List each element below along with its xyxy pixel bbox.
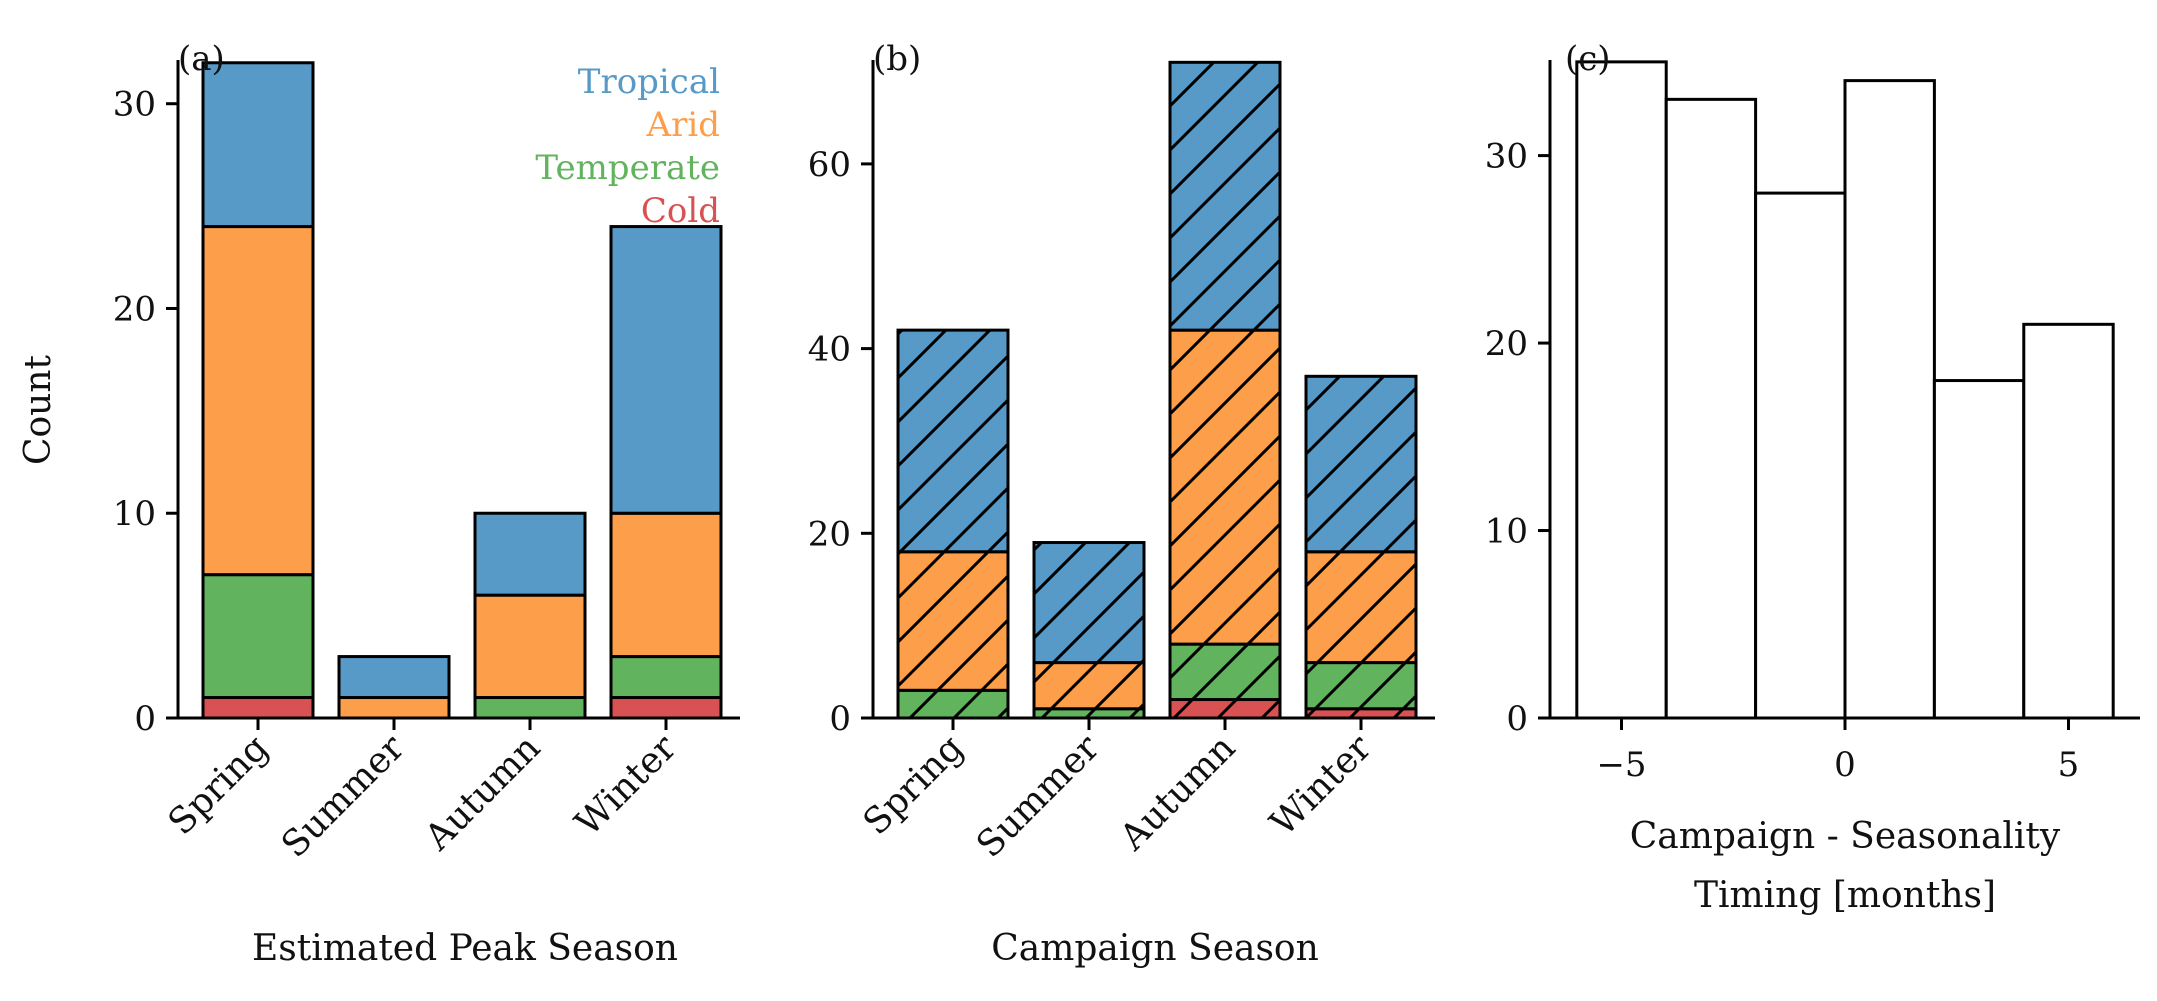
panel-b-ytick-label-20: 20 <box>808 514 851 554</box>
panel-b-hatch-spring-temperate <box>898 690 1008 718</box>
panel-c-xtick-label-0: −5 <box>1596 745 1646 785</box>
panel-b-hatch-spring-tropical <box>898 330 1008 552</box>
panel-b-label: (b) <box>873 39 921 79</box>
panel-b-hatch-autumn-tropical <box>1170 62 1280 331</box>
panel-a-bar-autumn-arid <box>473 593 587 700</box>
panel-a-bar-spring-tropical <box>201 61 315 229</box>
panel-a-bar-summer-tropical <box>337 655 451 700</box>
panel-a-xtick-label-summer: Summer <box>274 727 413 866</box>
panel-a-bars <box>201 61 723 720</box>
panel-a-bar-winter-tropical <box>609 225 723 515</box>
panel-a-ytick-label-20: 20 <box>113 289 156 329</box>
panel-a-ytick-label-0: 0 <box>134 699 156 739</box>
panel-a-ytick-label-30: 30 <box>113 85 156 125</box>
panel-b-xtick-label-summer: Summer <box>969 727 1108 866</box>
panel-a-bar-winter-cold <box>609 696 723 720</box>
panel-c-bars <box>1575 60 2115 720</box>
panel-a-label: (a) <box>178 39 225 79</box>
panel-a-bar-winter-temperate <box>609 655 723 700</box>
panel-b-hatch-summer-tropical <box>1034 542 1144 663</box>
legend-item-cold: Cold <box>641 191 720 231</box>
panel-c-xlabel-line-1: Campaign - Seasonality <box>1630 816 2061 857</box>
panel-a-bar-autumn-temperate <box>473 696 587 720</box>
panel-b-ytick-label-40: 40 <box>808 330 851 370</box>
panel-c-ytick-label-20: 20 <box>1485 324 1528 364</box>
panel-c-ytick-label-0: 0 <box>1506 699 1528 739</box>
panel-a-ytick-label-10: 10 <box>113 494 156 534</box>
panel-b-hatch-winter-tropical <box>1306 376 1416 552</box>
panel-c-ytick-label-30: 30 <box>1485 137 1528 177</box>
panel-a-bar-autumn-tropical <box>473 511 587 597</box>
legend-item-temperate: Temperate <box>535 148 720 188</box>
panel-b-hatch-winter-temperate <box>1306 662 1416 709</box>
panel-b-hatch-autumn-arid <box>1170 330 1280 645</box>
panel-c-xtick-label-1: 0 <box>1834 745 1856 785</box>
panel-a-xtick-label-spring: Spring <box>161 727 277 843</box>
panel-b-hatch-spring-arid <box>898 551 1008 691</box>
panel-a-bar-winter-arid <box>609 511 723 659</box>
panel-b-hatch-winter-arid <box>1306 551 1416 663</box>
panel-a-bar-spring-arid <box>201 225 315 577</box>
panel-b-hatch-summer-arid <box>1034 662 1144 709</box>
panel-c-hist-bin-3 <box>1843 79 1936 720</box>
panel-b-xtick-label-winter: Winter <box>1263 727 1380 844</box>
panel-c-xtick-label-2: 5 <box>2058 745 2080 785</box>
panel-b-ytick-label-0: 0 <box>829 699 851 739</box>
panel-b-ytick-label-60: 60 <box>808 145 851 185</box>
panel-b-hatch-autumn-temperate <box>1170 644 1280 700</box>
panel-b-xtick-label-autumn: Autumn <box>1112 727 1244 859</box>
panel-c-ytick-label-10: 10 <box>1485 512 1528 552</box>
panel-b-hatch-summer-temperate <box>1034 708 1144 718</box>
panel-c-xlabel-line-2: Timing [months] <box>1694 875 1996 916</box>
panel-a-xtick-label-autumn: Autumn <box>417 727 549 859</box>
panel-c-axes: −5 0 5 0 10 20 30 <box>1485 60 2140 785</box>
panel-a-xtick-label-winter: Winter <box>568 727 685 844</box>
panel-c-hist-bin-1 <box>1664 97 1758 720</box>
panel-a-bar-spring-cold <box>201 696 315 720</box>
legend-item-arid: Arid <box>646 105 720 145</box>
panel-c-label: (c) <box>1565 39 1611 79</box>
panel-b-xtick-label-spring: Spring <box>856 727 972 843</box>
legend: Tropical Arid Temperate Cold <box>535 62 720 231</box>
panel-a-ylabel: Count <box>18 354 59 465</box>
panel-b-bars <box>896 60 1418 720</box>
panel-c-hist-bin-5 <box>2022 322 2115 720</box>
panel-b-hatch-autumn-cold <box>1170 699 1280 718</box>
panel-c-hist-bin-4 <box>1932 379 2026 720</box>
panel-b-hatch-winter-cold <box>1306 708 1416 718</box>
panel-c-hist-bin-0 <box>1575 60 1668 720</box>
panel-a-xlabel: Estimated Peak Season <box>252 928 678 969</box>
panel-c: −5 0 5 0 10 20 30 (c) Campaign - Seasonality T… <box>1485 39 2140 916</box>
panel-a-bar-summer-arid <box>337 696 451 720</box>
legend-item-tropical: Tropical <box>578 62 720 102</box>
panel-a-bar-spring-temperate <box>201 573 315 700</box>
panel-c-hist-bin-2 <box>1754 191 1847 720</box>
panel-b-xlabel: Campaign Season <box>991 928 1319 969</box>
